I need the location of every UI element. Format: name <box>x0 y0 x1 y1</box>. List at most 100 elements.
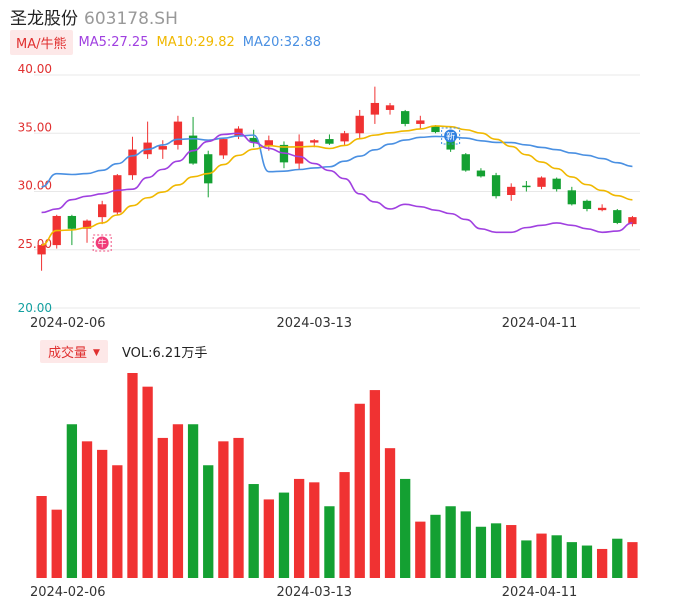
candle-body <box>597 207 607 211</box>
ma10-line <box>41 125 633 246</box>
bull-marker-icon <box>95 236 109 250</box>
candle-body <box>476 170 486 177</box>
new-marker-frame <box>441 127 461 145</box>
volume-bar <box>384 448 396 578</box>
candle-body <box>355 115 364 134</box>
volume-bar <box>339 472 350 578</box>
volume-bar <box>293 478 305 578</box>
candle-body <box>204 154 213 184</box>
candle-body <box>143 142 152 155</box>
candle-body <box>491 175 501 197</box>
x-tick-label: 2024-04-11 <box>502 585 578 600</box>
y-tick-label: 20.00 <box>18 301 52 315</box>
volume-bar <box>218 441 229 578</box>
candle-body <box>567 190 576 205</box>
ma-legend: MA/牛熊 MA5:27.25 MA10:29.82 MA20:32.88 <box>10 29 329 55</box>
volume-bar <box>475 526 487 578</box>
candle-body <box>401 111 410 124</box>
candle-body <box>67 215 77 229</box>
volume-bar <box>445 506 456 578</box>
candle-body <box>507 186 516 195</box>
volume-bar <box>536 533 547 578</box>
candle-body <box>98 204 107 218</box>
volume-bar <box>627 542 638 578</box>
volume-bar <box>324 506 335 578</box>
x-tick-label: 2024-03-13 <box>276 585 352 600</box>
x-tick-label: 2024-02-06 <box>30 585 106 600</box>
volume-bar <box>551 535 562 578</box>
ma-indicator-button[interactable]: MA/牛熊 <box>10 29 73 55</box>
volume-bar <box>581 545 593 578</box>
volume-bar <box>369 390 381 578</box>
volume-bar <box>596 548 608 578</box>
volume-bar <box>430 514 441 578</box>
candle-body <box>340 133 349 142</box>
candle-body <box>370 102 380 115</box>
candle-body <box>613 210 622 223</box>
volume-bar <box>172 424 184 578</box>
candle-body <box>82 220 92 229</box>
volume-bar <box>142 386 153 578</box>
ma20-label: MA20:32.88 <box>242 34 321 50</box>
price-x-ticks: 2024-02-06 2024-03-13 2024-04-11 <box>30 316 577 331</box>
ma10-label: MA10:29.82 <box>156 34 235 50</box>
candle-body <box>37 245 46 255</box>
x-tick-label: 2024-03-13 <box>276 316 352 331</box>
ma20-line <box>41 134 633 188</box>
candle-body <box>158 146 167 150</box>
volume-bar <box>112 465 123 578</box>
y-tick-label: 40.00 <box>18 62 52 76</box>
volume-bar <box>490 523 502 578</box>
volume-bar <box>506 525 517 578</box>
volume-bar <box>248 484 259 578</box>
volume-bar <box>400 478 411 578</box>
dropdown-arrow-icon: ▼ <box>93 347 100 358</box>
ma5-line <box>41 132 633 234</box>
ma5-label: MA5:27.25 <box>78 34 149 50</box>
volume-bar <box>309 482 320 578</box>
volume-bars <box>36 373 638 578</box>
x-tick-label: 2024-04-11 <box>502 316 578 331</box>
ma-lines <box>41 125 633 246</box>
candle-body <box>582 200 592 209</box>
candle-body <box>522 185 531 188</box>
volume-bar <box>354 403 365 578</box>
volume-indicator-button[interactable]: 成交量 ▼ <box>40 339 108 363</box>
stock-header: 圣龙股份 603178.SH <box>10 4 178 29</box>
candle-body <box>537 177 546 187</box>
volume-bar <box>157 437 168 578</box>
candle-body <box>234 128 243 136</box>
volume-bar <box>521 540 532 578</box>
candle-body <box>431 126 440 133</box>
price-y-ticks: 40.00 35.00 30.00 25.00 20.00 <box>18 62 52 315</box>
volume-bar <box>66 424 78 578</box>
candle-body <box>325 139 334 144</box>
new-marker-icon <box>444 129 458 143</box>
candle-body <box>173 121 183 145</box>
volume-bar <box>51 509 62 578</box>
volume-button-label: 成交量 <box>48 345 88 361</box>
volume-legend: 成交量 ▼ VOL:6.21万手 <box>40 339 207 363</box>
candle-body <box>264 140 273 147</box>
volume-bar <box>460 511 471 578</box>
y-tick-label: 35.00 <box>18 120 52 134</box>
candles <box>37 86 637 271</box>
volume-bar <box>233 437 244 578</box>
volume-bar <box>566 542 577 578</box>
candle-body <box>294 141 304 164</box>
volume-bar <box>81 441 93 578</box>
candle-body <box>385 105 395 110</box>
volume-bar <box>203 465 214 578</box>
volume-bar <box>612 538 623 578</box>
volume-bar <box>36 496 47 578</box>
candle-body <box>219 139 228 156</box>
bull-marker-frame <box>92 234 112 252</box>
candle-body <box>461 154 470 171</box>
stock-name: 圣龙股份 <box>10 9 78 29</box>
candle-body <box>113 175 122 213</box>
candle-body <box>249 137 258 143</box>
candle-body <box>552 178 561 190</box>
candle-body <box>188 135 198 164</box>
volume-bar <box>97 449 108 578</box>
